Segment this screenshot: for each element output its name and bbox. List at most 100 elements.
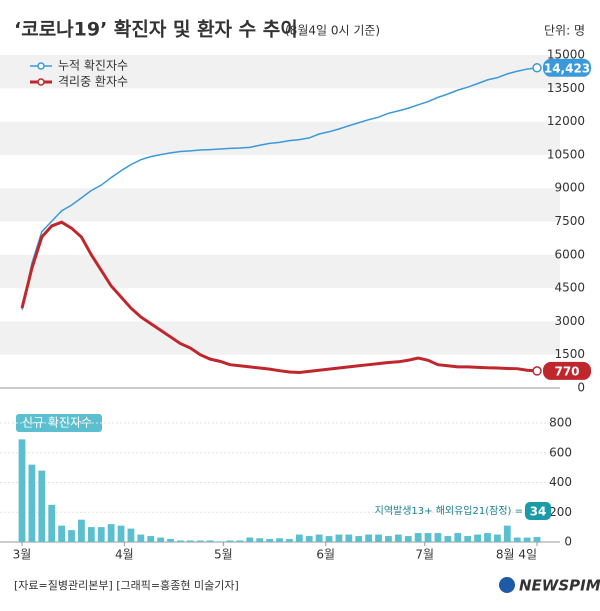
bar [335,534,343,542]
chart-title: ‘코로나19’ 확진자 및 환자 수 추이 [14,18,298,41]
bar [325,536,333,542]
y-tick-label: 800 [549,416,572,430]
bar [394,534,402,542]
bar [97,527,105,542]
y-tick-label: 400 [549,475,572,489]
bar [127,528,135,542]
bar [266,539,273,542]
bar [355,536,363,542]
end-label: 770 [554,364,579,378]
unit-label: 단위: 명 [544,24,585,38]
bar [493,534,501,542]
bar [147,536,155,542]
annotation: 지역발생13+ 해외유입21(잠정) = [375,504,523,517]
y-tick-label: 10500 [547,147,585,161]
plot-background [0,55,560,355]
bar [295,534,303,542]
end-label-box [525,501,551,520]
panel-title-box [16,414,102,432]
source: [자료=질병관리본부] [그래픽=홍종현 미술기자] [14,578,239,592]
series-line [20,220,538,374]
bar [404,536,412,542]
end-label: 34 [530,504,547,518]
logo: NEWSPIM [519,577,600,595]
x-tick-label: 5월 [214,548,233,562]
bar [345,534,353,542]
bar [18,439,26,542]
legend-marker [37,78,45,86]
bar [177,540,184,542]
bar [305,536,313,542]
bar [137,534,145,542]
y-tick-label: 600 [549,445,572,459]
bar [48,504,56,542]
bar [454,533,462,542]
legend-label: 누적 확진자수 [58,59,128,73]
bar [375,534,382,542]
bar [68,530,75,542]
bar [315,534,323,542]
y-tick-label: 0 [577,381,585,395]
bar [464,536,472,542]
grid-band [0,188,560,222]
bar [484,533,491,542]
bar [513,537,521,542]
y-tick-label: 3000 [554,314,585,328]
bar [196,540,204,542]
end-label-box [543,361,591,380]
bar [444,536,452,542]
bar [58,525,66,542]
y-tick-label: 15000 [547,48,585,62]
bar [256,538,264,542]
bar [226,540,234,542]
grid-band [0,254,560,289]
y-tick-label: 4500 [554,281,585,295]
bar [414,533,422,542]
bar [87,527,95,542]
bar [186,540,194,542]
legend-marker [37,62,45,70]
bar [38,470,46,542]
x-tick-label: 7월 [415,548,434,562]
bar [523,537,531,542]
end-point [532,63,542,73]
end-point [532,366,542,376]
bar [78,519,85,542]
bar [206,540,214,542]
grid-band [0,321,560,355]
bar [503,525,511,542]
bar [236,540,244,542]
x-tick-label: 4월 [115,548,134,562]
bar [365,534,373,542]
legend-label: 격리중 환자수 [58,75,128,89]
y-tick-label: 0 [564,535,572,549]
bar [385,536,392,542]
y-tick-label: 200 [549,505,572,519]
bar [117,525,125,542]
bar [157,537,165,542]
bar [276,538,283,542]
logo-icon [499,577,515,593]
x-tick-label: 8월 4일 [496,548,537,562]
bar [424,533,432,542]
y-tick-label: 6000 [554,247,585,261]
y-tick-label: 12000 [547,114,585,128]
bar [28,464,36,542]
y-tick-label: 13500 [547,81,585,95]
y-tick-label: 1500 [554,347,585,361]
series-line [21,67,538,310]
end-label-box [543,58,591,77]
end-label: 14,423 [544,61,590,75]
bar [246,537,254,542]
x-tick-label: 3월 [13,548,32,562]
bar [216,541,224,542]
bar [286,539,293,542]
bar [434,533,442,542]
grid-band [0,55,560,89]
chart-subtitle: (8월4일 0시 기준) [285,24,380,38]
y-tick-label: 7500 [554,214,585,228]
x-tick-label: 6월 [316,548,335,562]
grid-band [0,121,560,155]
bar [107,524,115,542]
